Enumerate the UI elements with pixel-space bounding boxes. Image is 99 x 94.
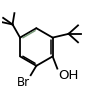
Text: OH: OH — [58, 69, 79, 82]
Text: Br: Br — [17, 76, 30, 89]
